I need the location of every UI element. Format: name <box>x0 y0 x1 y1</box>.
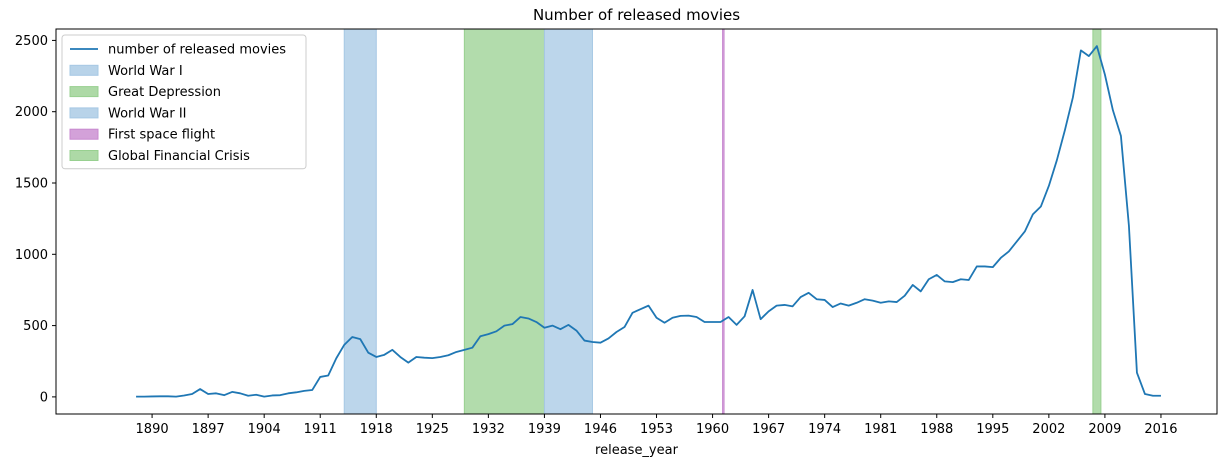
y-tick-label: 0 <box>40 390 48 405</box>
series-line-0 <box>136 45 1161 398</box>
span-layer <box>343 28 1102 415</box>
y-tick-label: 1500 <box>15 177 48 192</box>
x-tick-label: 1925 <box>416 422 449 437</box>
x-tick-label: 1953 <box>640 422 673 437</box>
legend-patch-swatch <box>69 107 99 119</box>
legend-patch-swatch <box>69 150 99 161</box>
x-tick-label: 1918 <box>360 422 393 437</box>
x-tick-label: 1946 <box>584 422 617 437</box>
y-tick-label: 2500 <box>15 34 48 49</box>
legend-box <box>61 34 307 170</box>
x-tick-label: 2002 <box>1032 422 1065 437</box>
x-tick-label: 1939 <box>528 422 561 437</box>
legend-label: Great Depression <box>108 85 221 100</box>
x-tick-label: 1897 <box>192 422 225 437</box>
chart-title: Number of released movies <box>532 6 741 24</box>
axes-frame <box>55 28 1218 415</box>
legend-label: World War II <box>108 106 187 121</box>
span-3 <box>722 28 725 415</box>
x-tick-label: 1890 <box>136 422 169 437</box>
series-layer <box>136 45 1161 398</box>
legend-label: Global Financial Crisis <box>108 149 250 164</box>
legend: number of released movies World War I Grea… <box>61 34 307 170</box>
legend-label: number of released movies <box>108 43 286 58</box>
span-0 <box>343 28 377 415</box>
y-tick-label: 2000 <box>15 105 48 120</box>
x-tick-label: 1981 <box>864 422 897 437</box>
legend-patch-swatch <box>69 64 99 76</box>
x-tick-label: 1967 <box>752 422 785 437</box>
x-tick-label: 2009 <box>1088 422 1121 437</box>
x-tick-label: 1960 <box>696 422 729 437</box>
x-axis: 1890 1897 1904 1911 1918 1925 1932 1939 1946 1953… <box>136 414 1177 437</box>
x-tick-label: 1995 <box>976 422 1009 437</box>
span-1 <box>463 28 545 415</box>
x-tick-label: 1911 <box>304 422 337 437</box>
x-tick-label: 1904 <box>248 422 281 437</box>
legend-label: World War I <box>108 64 183 79</box>
legend-patch-swatch <box>69 86 99 98</box>
x-tick-label: 2016 <box>1144 422 1177 437</box>
legend-label: First space flight <box>108 128 215 143</box>
span-4 <box>1092 28 1102 415</box>
x-tick-label: 1988 <box>920 422 953 437</box>
y-axis: 0 500 1000 1500 2000 2500 <box>15 34 56 405</box>
y-tick-label: 500 <box>23 319 48 334</box>
x-tick-label: 1932 <box>472 422 505 437</box>
legend-patch-swatch <box>69 128 99 140</box>
span-2 <box>543 28 593 415</box>
x-axis-label: release_year <box>595 443 678 458</box>
x-tick-label: 1974 <box>808 422 841 437</box>
y-tick-label: 1000 <box>15 248 48 263</box>
